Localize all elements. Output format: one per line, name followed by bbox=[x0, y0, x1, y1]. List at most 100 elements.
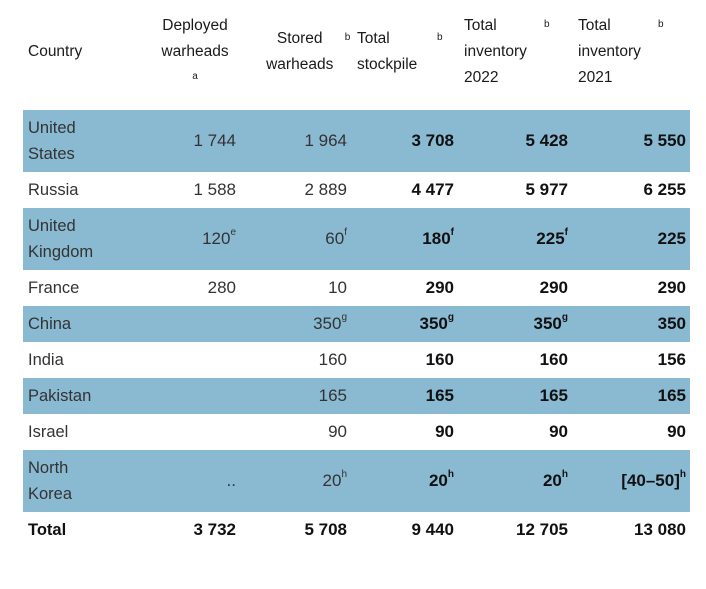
value-cell-total-stockpile: 3 708 bbox=[351, 110, 458, 172]
value: 5 977 bbox=[525, 180, 568, 199]
footnote-marker: b bbox=[344, 32, 351, 43]
value-cell-total-inventory-2022: 290 bbox=[458, 270, 572, 306]
value-cell-deployed-warheads bbox=[130, 306, 240, 342]
value: 280 bbox=[207, 278, 236, 297]
value-cell-stored-warheads: 2 889 bbox=[240, 172, 351, 208]
value: 90 bbox=[549, 422, 568, 441]
country-name: North Korea bbox=[28, 459, 73, 503]
footnote-marker: b bbox=[658, 19, 664, 30]
value-cell-total-inventory-2021: [40–50]h bbox=[572, 450, 690, 512]
value-cell-total-stockpile: 350g bbox=[351, 306, 458, 342]
value-cell-stored-warheads: 10 bbox=[240, 270, 351, 306]
value: 1 964 bbox=[304, 131, 347, 150]
table-row: India 160 160 160 156 bbox=[23, 342, 690, 378]
value-cell-stored-warheads: 160 bbox=[240, 342, 351, 378]
footnote-marker: h bbox=[561, 469, 568, 480]
value: 3 708 bbox=[411, 131, 454, 150]
value-cell-total-inventory-2021: 225 bbox=[572, 208, 690, 270]
table-row: Israel 90 90 90 90 bbox=[23, 414, 690, 450]
country-name: India bbox=[28, 351, 64, 369]
country-cell: Total bbox=[23, 512, 130, 548]
value: 1 744 bbox=[193, 131, 236, 150]
value: 165 bbox=[318, 386, 347, 405]
value: 12 705 bbox=[516, 520, 568, 539]
value: 350 bbox=[533, 314, 562, 333]
column-header-total-stockpile: Total stockpile b bbox=[351, 6, 458, 98]
country-cell: France bbox=[23, 270, 130, 306]
table-row: United States 1 744 1 964 3 708 5 428 5 550 bbox=[23, 110, 690, 172]
value-cell-total-inventory-2021: 290 bbox=[572, 270, 690, 306]
value-cell-total-inventory-2021: 156 bbox=[572, 342, 690, 378]
table-row: Pakistan 165 165 165 165 bbox=[23, 378, 690, 414]
value: 2 889 bbox=[304, 180, 347, 199]
footnote-marker: f bbox=[344, 227, 347, 238]
country-name: China bbox=[28, 315, 72, 333]
value: 90 bbox=[435, 422, 454, 441]
value: 10 bbox=[328, 278, 347, 297]
value: 165 bbox=[657, 386, 686, 405]
header-text: Total stockpile bbox=[357, 30, 418, 73]
value-cell-stored-warheads: 350g bbox=[240, 306, 351, 342]
value-cell-total-inventory-2021: 165 bbox=[572, 378, 690, 414]
value-cell-total-stockpile: 290 bbox=[351, 270, 458, 306]
value-cell-deployed-warheads bbox=[130, 414, 240, 450]
value: 20 bbox=[428, 471, 448, 490]
table-row: China 350g 350g 350g 350 bbox=[23, 306, 690, 342]
value-cell-deployed-warheads: 280 bbox=[130, 270, 240, 306]
header-text: Total inventory 2021 bbox=[578, 17, 641, 86]
country-cell: United Kingdom bbox=[23, 208, 130, 270]
value-cell-stored-warheads: 165 bbox=[240, 378, 351, 414]
table-row: North Korea.. 20h 20h 20h [40–50]h bbox=[23, 450, 690, 512]
value-cell-total-inventory-2021: 90 bbox=[572, 414, 690, 450]
value: 5 708 bbox=[304, 520, 347, 539]
value-cell-total-inventory-2022: 12 705 bbox=[458, 512, 572, 548]
footnote-marker: g bbox=[341, 312, 347, 323]
value-cell-total-inventory-2021: 6 255 bbox=[572, 172, 690, 208]
column-header-total-inventory-2021: Total inventory 2021 b bbox=[572, 6, 690, 98]
country-cell: India bbox=[23, 342, 130, 378]
header-text: Deployed warheads bbox=[161, 17, 229, 60]
value-cell-total-inventory-2021: 13 080 bbox=[572, 512, 690, 548]
value-cell-stored-warheads: 90 bbox=[240, 414, 351, 450]
value: 350 bbox=[419, 314, 448, 333]
value-cell-total-inventory-2022: 165 bbox=[458, 378, 572, 414]
country-name: Israel bbox=[28, 423, 69, 441]
value-cell-total-stockpile: 180f bbox=[351, 208, 458, 270]
value: 20 bbox=[542, 471, 562, 490]
value: 90 bbox=[328, 422, 347, 441]
value-cell-deployed-warheads: .. bbox=[130, 450, 240, 512]
country-cell: Pakistan bbox=[23, 378, 130, 414]
column-header-stored-warheads: Stored warheads b bbox=[240, 6, 351, 98]
value: 350 bbox=[313, 314, 342, 333]
value-cell-total-inventory-2022: 5 977 bbox=[458, 172, 572, 208]
value-cell-deployed-warheads bbox=[130, 342, 240, 378]
value: 6 255 bbox=[643, 180, 686, 199]
value: 4 477 bbox=[411, 180, 454, 199]
header-row: Country Deployed warheads a Stored warheads… bbox=[23, 6, 690, 98]
value: 20 bbox=[322, 471, 342, 490]
value-cell-deployed-warheads: 120e bbox=[130, 208, 240, 270]
value-cell-total-stockpile: 160 bbox=[351, 342, 458, 378]
footnote-marker: e bbox=[230, 227, 236, 238]
country-name: United Kingdom bbox=[28, 217, 94, 261]
value-cell-deployed-warheads: 1 744 bbox=[130, 110, 240, 172]
country-name: Russia bbox=[28, 181, 79, 199]
country-cell: United States bbox=[23, 110, 130, 172]
value: 225 bbox=[657, 229, 686, 248]
value: .. bbox=[226, 471, 236, 490]
value-cell-total-stockpile: 20h bbox=[351, 450, 458, 512]
footnote-marker: b bbox=[544, 19, 550, 30]
value: 1 588 bbox=[193, 180, 236, 199]
value-cell-total-stockpile: 9 440 bbox=[351, 512, 458, 548]
value: 160 bbox=[539, 350, 568, 369]
footnote-marker: h bbox=[341, 469, 347, 480]
value: 225 bbox=[536, 229, 565, 248]
table-row: United Kingdom 120e 60f 180f 225f 225 bbox=[23, 208, 690, 270]
column-header-total-inventory-2022: Total inventory 2022 b bbox=[458, 6, 572, 98]
country-cell: North Korea bbox=[23, 450, 130, 512]
header-text: Total inventory 2022 bbox=[464, 17, 527, 86]
value: 350 bbox=[657, 314, 686, 333]
value-cell-total-stockpile: 4 477 bbox=[351, 172, 458, 208]
footnote-marker: g bbox=[561, 312, 568, 323]
nuclear-forces-table: Country Deployed warheads a Stored warheads… bbox=[23, 6, 690, 548]
